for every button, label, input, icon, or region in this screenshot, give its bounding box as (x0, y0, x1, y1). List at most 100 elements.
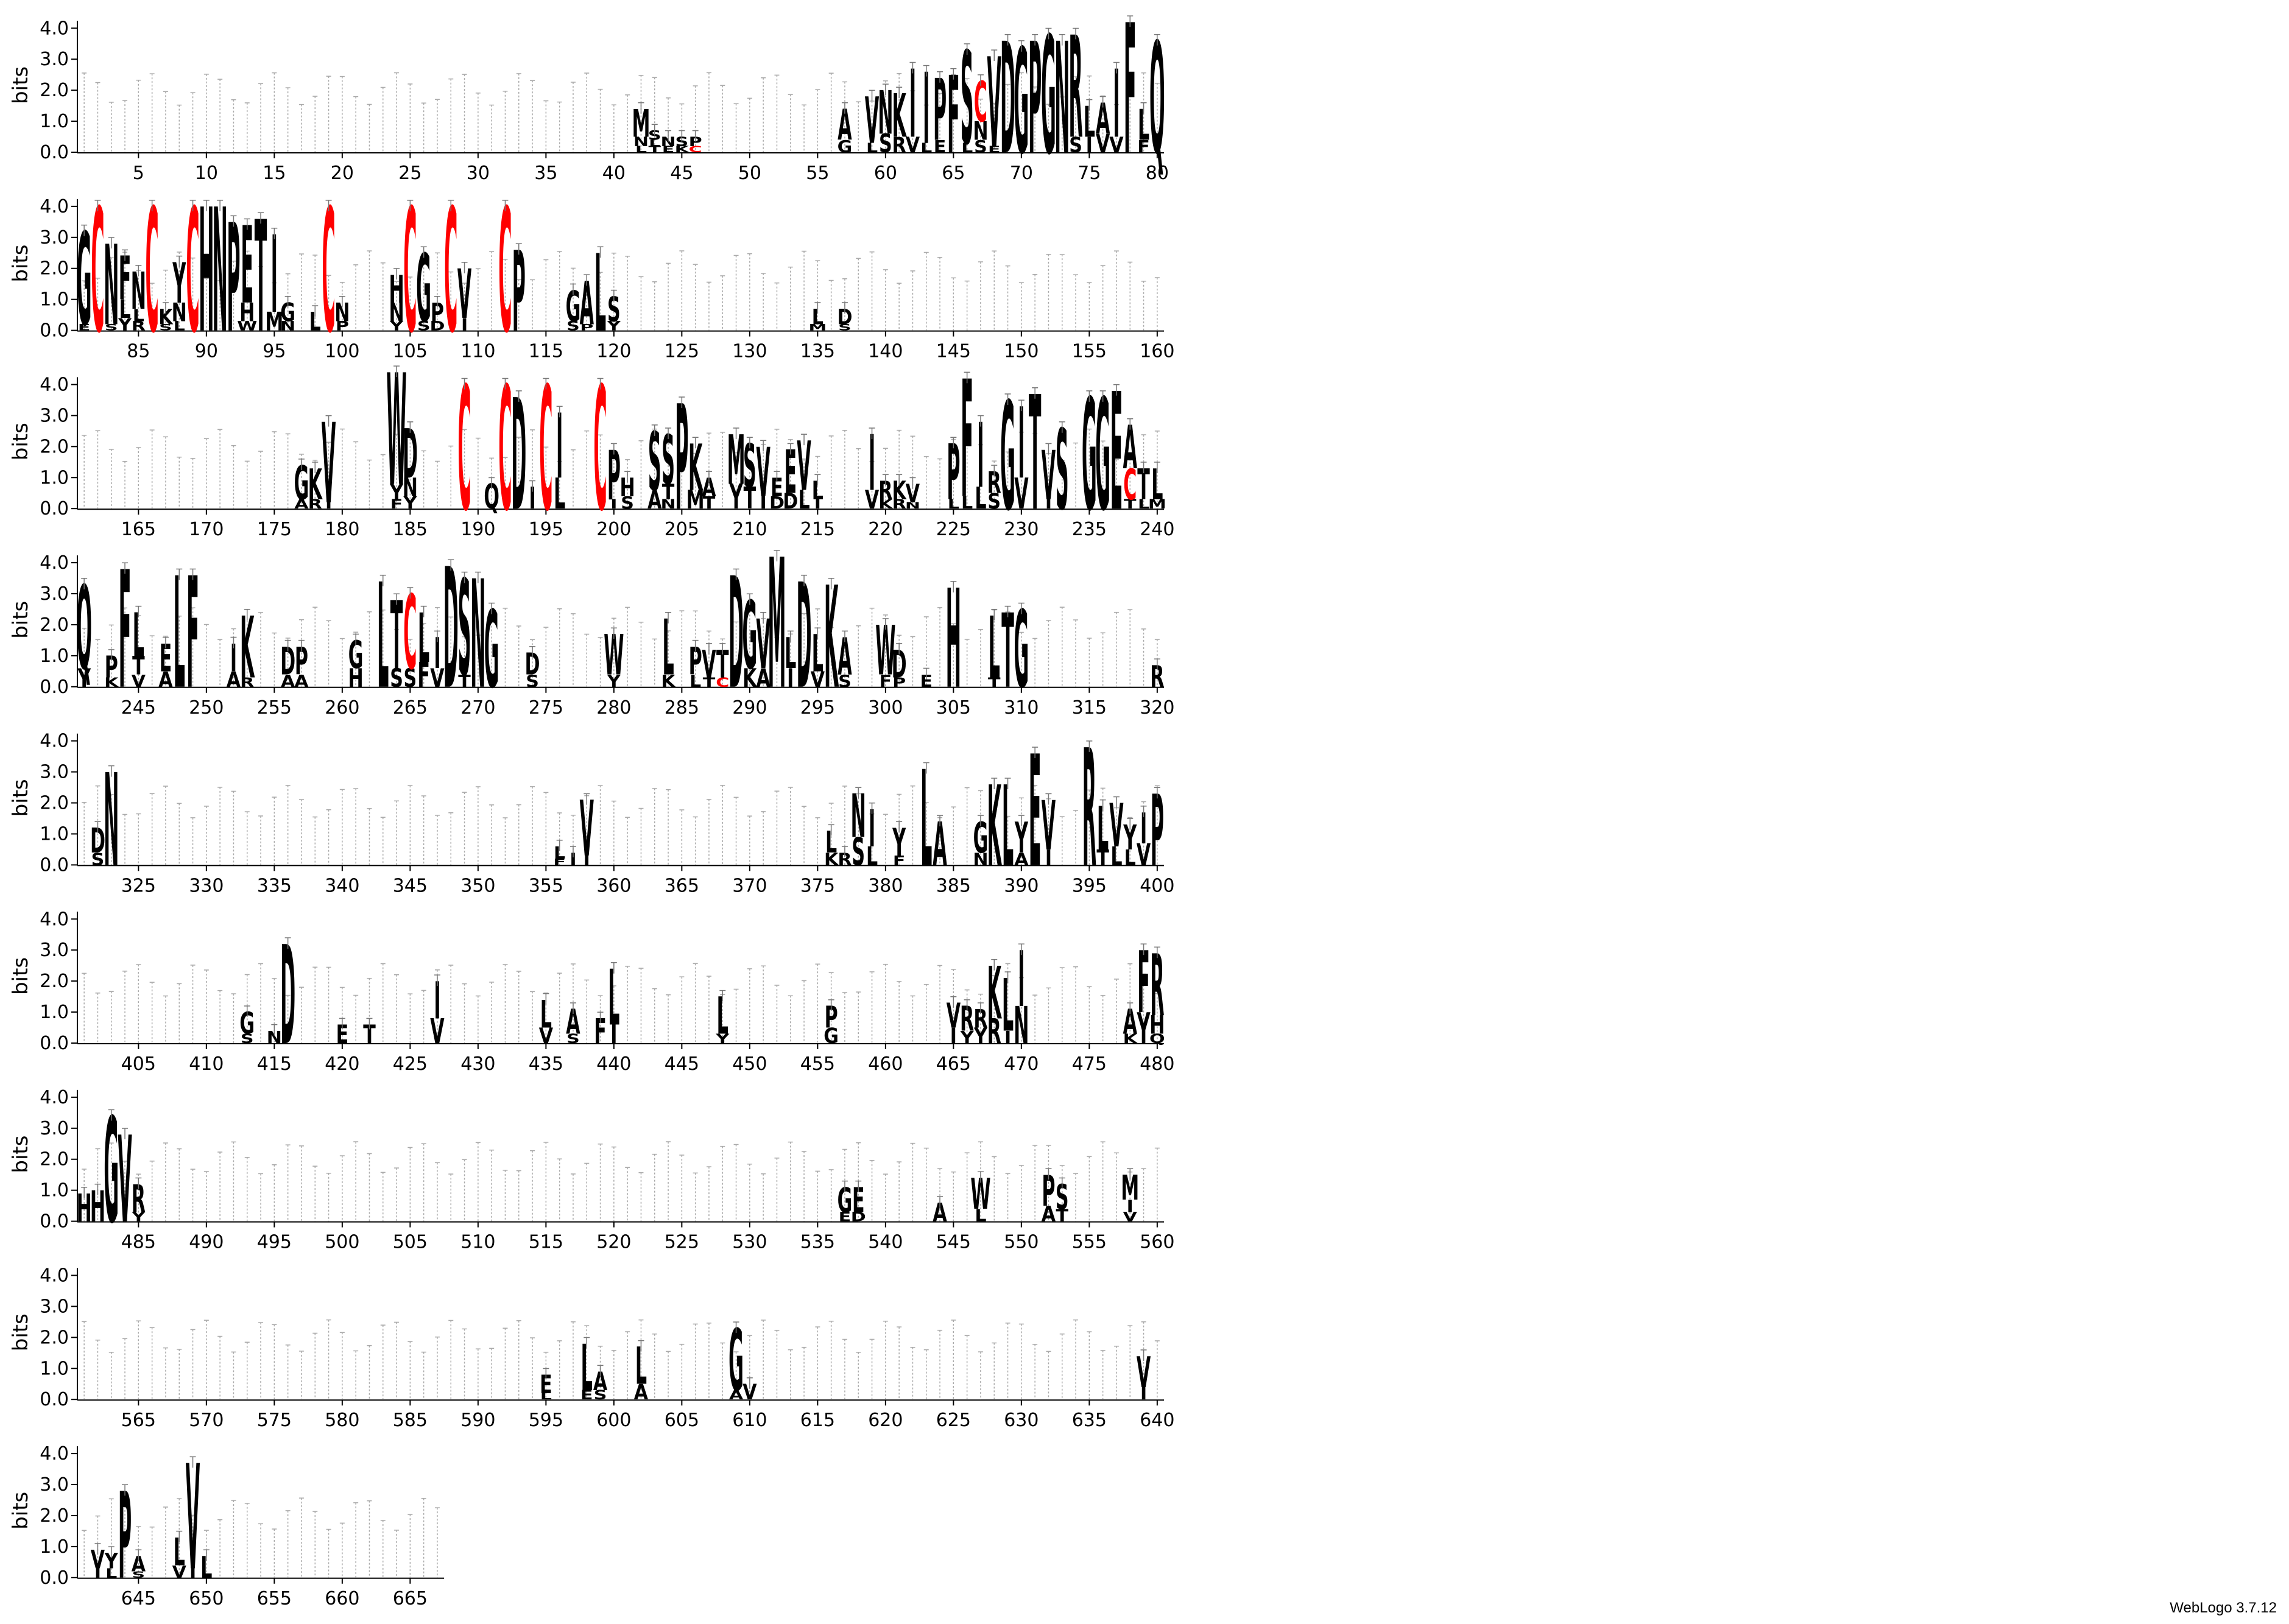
logo-letter-Y: Y (1123, 818, 1137, 858)
logo-letter-F: F (119, 245, 132, 314)
y-axis-label: bits (9, 245, 33, 283)
logo-letter-N: N (172, 297, 187, 327)
logo-letter-L: L (975, 480, 986, 516)
logo-letter-G: G (824, 1024, 839, 1049)
x-tick-label: 255 (257, 697, 292, 719)
logo-letter-Y: Y (892, 820, 906, 865)
logo-letter-E: E (78, 323, 91, 333)
logo-letter-L: L (635, 1337, 647, 1396)
logo-letter-T: T (1056, 1206, 1068, 1226)
logo-letter-I: I (610, 497, 617, 512)
y-tick-label: 2.0 (40, 614, 69, 636)
logo-letter-S: S (621, 493, 634, 513)
x-tick-label: 100 (325, 341, 359, 362)
y-tick-label: 2.0 (40, 1149, 69, 1170)
x-tick-label: 270 (460, 697, 495, 719)
x-tick-label: 20 (331, 163, 354, 184)
logo-letter-F: F (594, 1011, 607, 1052)
logo-letter-Y: Y (77, 663, 91, 693)
logo-letter-I: I (869, 800, 875, 859)
x-tick-label: 105 (393, 341, 428, 362)
logo-letter-V: V (118, 1111, 132, 1250)
logo-letter-V: V (865, 85, 879, 159)
y-axis-label: bits (9, 601, 33, 639)
logo-letter-I: I (189, 1566, 196, 1581)
x-tick-label: 515 (529, 1232, 563, 1253)
x-tick-label: 295 (800, 697, 835, 719)
logo-letter-P: P (580, 323, 593, 333)
x-tick-label: 625 (936, 1410, 971, 1431)
x-tick-label: 265 (393, 697, 428, 719)
x-tick-label: 350 (460, 875, 495, 896)
logo-letter-V: V (987, 33, 1001, 176)
logo-letter-E: E (336, 1019, 349, 1049)
logo-letter-S: S (661, 421, 675, 501)
logo-letter-I: I (584, 854, 590, 868)
logo-letter-L: L (1084, 97, 1095, 147)
logo-letter-L: L (717, 987, 728, 1046)
logo-letter-K: K (104, 675, 119, 690)
logo-letter-A: A (838, 100, 852, 150)
logo-letter-L: L (554, 469, 565, 519)
x-tick-label: 60 (874, 163, 897, 184)
logo-letter-L: L (1124, 845, 1136, 870)
logo-letter-N: N (660, 497, 675, 512)
logo-letter-L: L (1097, 795, 1109, 865)
logo-letter-S: S (648, 128, 661, 143)
x-tick-label: 205 (665, 519, 699, 540)
logo-letter-C: C (498, 351, 512, 549)
x-tick-label: 200 (596, 519, 631, 540)
x-tick-label: 15 (263, 163, 286, 184)
logo-letter-S: S (743, 432, 757, 502)
logo-letter-C: C (458, 351, 471, 549)
logo-letter-V: V (322, 399, 336, 529)
x-tick-label: 425 (393, 1053, 428, 1075)
logo-letter-L: L (649, 138, 660, 149)
x-tick-label: 85 (127, 341, 150, 362)
x-tick-label: 500 (325, 1232, 359, 1253)
logo-letter-N: N (1014, 996, 1029, 1055)
logo-letter-R: R (892, 497, 906, 512)
x-tick-label: 640 (1140, 1410, 1174, 1431)
logo-letter-R: R (132, 319, 146, 334)
x-tick-label: 630 (1004, 1410, 1039, 1431)
logo-letter-V: V (1137, 1348, 1151, 1397)
logo-letter-R: R (308, 497, 322, 512)
logo-letter-T: T (1001, 592, 1014, 711)
logo-letter-A: A (580, 270, 594, 339)
logo-letter-A: A (281, 671, 295, 691)
logo-letter-A: A (294, 497, 308, 512)
y-axis-label: bits (9, 779, 33, 817)
x-tick-label: 210 (732, 519, 767, 540)
logo-letter-S: S (1069, 133, 1082, 158)
y-tick-label: 0.0 (40, 498, 69, 519)
logo-letter-F: F (893, 854, 906, 868)
x-tick-label: 385 (936, 875, 971, 896)
logo-letter-V: V (1123, 1210, 1137, 1225)
logo-letter-I: I (1045, 845, 1052, 870)
x-tick-label: 585 (393, 1410, 428, 1431)
logo-letter-V: V (797, 427, 811, 507)
logo-letter-L: L (1138, 100, 1149, 150)
x-tick-label: 655 (257, 1588, 292, 1609)
x-tick-label: 565 (121, 1410, 156, 1431)
logo-letter-T: T (662, 480, 675, 505)
x-tick-label: 545 (936, 1232, 971, 1253)
logo-letter-V: V (865, 485, 880, 515)
logo-letter-L: L (948, 497, 959, 512)
x-tick-label: 195 (529, 519, 563, 540)
logo-letter-I: I (760, 493, 767, 513)
x-tick-label: 300 (868, 697, 903, 719)
logo-letter-L: L (866, 841, 878, 871)
logo-letter-Q: Q (1149, 1032, 1165, 1046)
x-tick-label: 285 (665, 697, 699, 719)
logo-letter-T: T (988, 675, 1001, 690)
logo-letter-I: I (461, 315, 468, 335)
logo-letter-R: R (1150, 659, 1164, 694)
y-tick-label: 2.0 (40, 793, 69, 814)
y-axis-label: bits (9, 66, 33, 104)
x-tick-label: 440 (596, 1053, 631, 1075)
y-axis-label: bits (9, 1492, 33, 1530)
logo-letter-I: I (434, 628, 440, 678)
logo-letter-L: L (961, 141, 973, 155)
